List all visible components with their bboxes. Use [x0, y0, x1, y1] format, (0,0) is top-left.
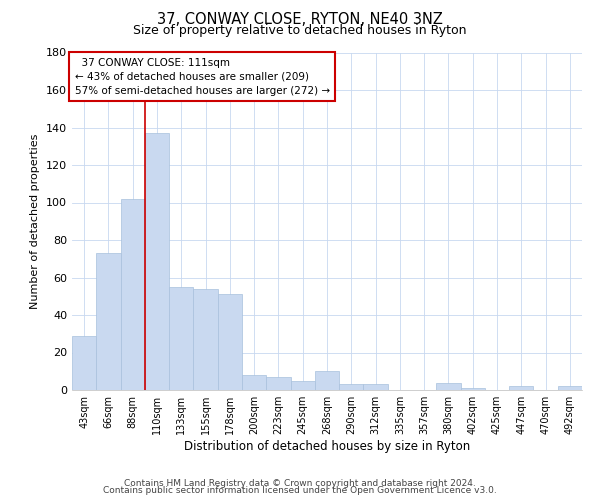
Y-axis label: Number of detached properties: Number of detached properties — [31, 134, 40, 309]
Bar — [72, 336, 96, 390]
Bar — [290, 380, 315, 390]
X-axis label: Distribution of detached houses by size in Ryton: Distribution of detached houses by size … — [184, 440, 470, 453]
Bar — [218, 294, 242, 390]
Bar — [558, 386, 582, 390]
Bar — [242, 375, 266, 390]
Text: Contains public sector information licensed under the Open Government Licence v3: Contains public sector information licen… — [103, 486, 497, 495]
Text: 37, CONWAY CLOSE, RYTON, NE40 3NZ: 37, CONWAY CLOSE, RYTON, NE40 3NZ — [157, 12, 443, 28]
Text: Size of property relative to detached houses in Ryton: Size of property relative to detached ho… — [133, 24, 467, 37]
Bar — [193, 289, 218, 390]
Bar — [96, 253, 121, 390]
Bar — [266, 377, 290, 390]
Bar — [364, 384, 388, 390]
Bar — [315, 371, 339, 390]
Bar — [436, 382, 461, 390]
Bar — [169, 287, 193, 390]
Bar — [121, 198, 145, 390]
Bar — [461, 388, 485, 390]
Text: Contains HM Land Registry data © Crown copyright and database right 2024.: Contains HM Land Registry data © Crown c… — [124, 478, 476, 488]
Text: 37 CONWAY CLOSE: 111sqm
← 43% of detached houses are smaller (209)
57% of semi-d: 37 CONWAY CLOSE: 111sqm ← 43% of detache… — [74, 58, 329, 96]
Bar — [145, 133, 169, 390]
Bar — [509, 386, 533, 390]
Bar — [339, 384, 364, 390]
